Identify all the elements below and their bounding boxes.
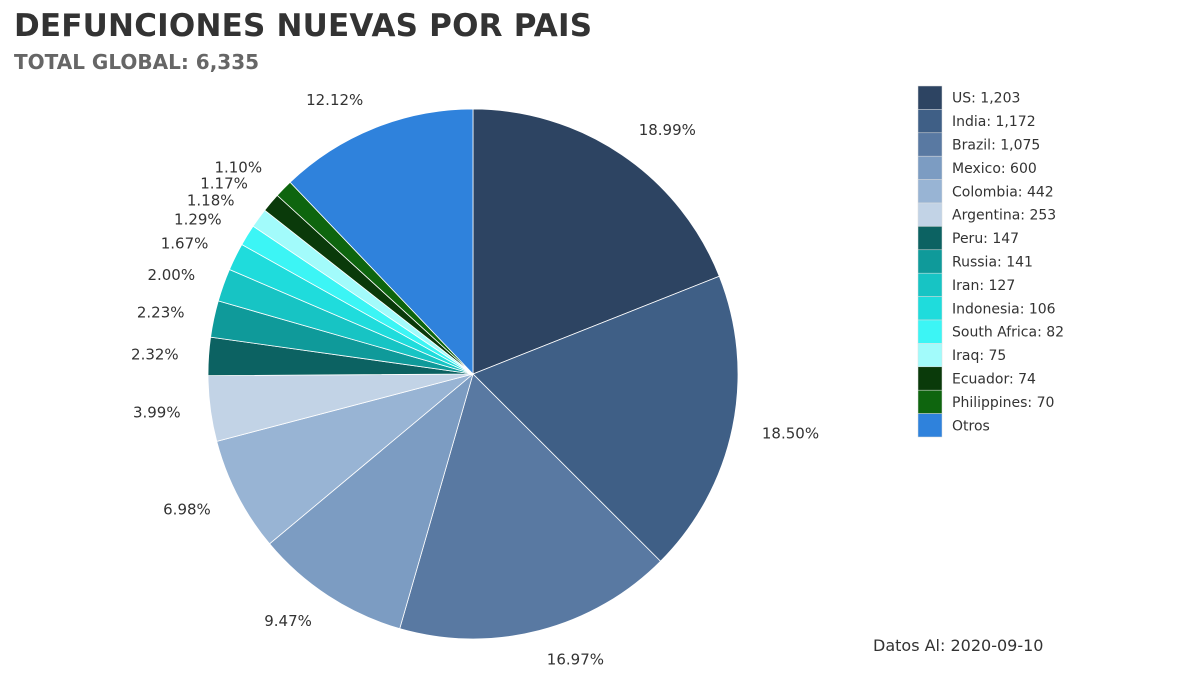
legend-item-india: India: 1,172 [952, 114, 1036, 130]
legend-item-peru: Peru: 147 [952, 231, 1019, 247]
pie-label-south-africa: 1.29% [174, 211, 222, 229]
legend-swatch-argentina [917, 202, 943, 227]
legend-item-south-africa: South Africa: 82 [952, 325, 1064, 341]
pie-slice-otros [289, 108, 474, 375]
pie-label-argentina: 3.99% [133, 404, 181, 422]
chart-subtitle: TOTAL GLOBAL: 6,335 [14, 50, 260, 74]
pie-label-otros: 12.12% [306, 91, 363, 109]
pie-label-brazil: 16.97% [547, 651, 604, 669]
legend-item-philippines: Philippines: 70 [952, 395, 1054, 411]
pie-label-mexico: 9.47% [264, 612, 312, 630]
legend-item-ecuador: Ecuador: 74 [952, 372, 1036, 388]
legend-swatch-iraq [917, 343, 943, 368]
legend-item-otros: Otros [952, 418, 990, 434]
pie-label-iran: 2.00% [147, 266, 195, 284]
legend-swatch-india [917, 109, 943, 134]
legend-item-colombia: Colombia: 442 [952, 184, 1054, 200]
legend-item-iraq: Iraq: 75 [952, 348, 1006, 364]
pie-label-colombia: 6.98% [163, 500, 211, 518]
pie-label-indonesia: 1.67% [161, 235, 209, 253]
pie-label-us: 18.99% [639, 121, 696, 139]
chart-title: DEFUNCIONES NUEVAS POR PAIS [14, 8, 593, 44]
legend-item-mexico: Mexico: 600 [952, 161, 1037, 177]
pie-slice-mexico [268, 372, 474, 630]
pie-percent-labels: 18.99% 18.50% 16.97% 9.47% 6.98% 3.99% 2.32% 2.… [131, 91, 819, 669]
chart-legend: US: 1,203 India: 1,172 Brazil: 1,075 Mexico… [917, 85, 1064, 438]
legend-item-indonesia: Indonesia: 106 [952, 301, 1056, 317]
legend-swatch-philippines [917, 389, 943, 414]
pie-label-peru: 2.32% [131, 345, 179, 363]
legend-item-argentina: Argentina: 253 [952, 208, 1056, 224]
pie-slices [207, 108, 739, 640]
pie-slice-brazil [399, 373, 662, 640]
legend-swatch-otros [917, 413, 943, 438]
legend-item-russia: Russia: 141 [952, 255, 1033, 271]
data-date-note: Datos Al: 2020-09-10 [873, 636, 1044, 655]
legend-swatch-south-africa [917, 319, 943, 344]
pie-label-iraq: 1.18% [187, 191, 235, 209]
pie-label-ecuador: 1.17% [200, 174, 248, 192]
legend-item-us: US: 1,203 [952, 91, 1020, 107]
pie-label-philippines: 1.10% [214, 159, 262, 177]
pie-label-russia: 2.23% [137, 304, 185, 322]
legend-swatch-russia [917, 249, 943, 274]
legend-swatch-us [917, 85, 943, 110]
legend-swatch-mexico [917, 155, 943, 180]
legend-swatch-brazil [917, 132, 943, 157]
legend-swatch-indonesia [917, 296, 943, 321]
pie-label-india: 18.50% [762, 425, 819, 443]
pie-slice-india [472, 275, 739, 562]
pie-slice-us [472, 108, 720, 375]
legend-item-iran: Iran: 127 [952, 278, 1015, 294]
legend-swatch-ecuador [917, 366, 943, 391]
legend-swatch-iran [917, 272, 943, 297]
legend-swatch-peru [917, 226, 943, 251]
legend-swatch-colombia [917, 179, 943, 204]
pie-slice-colombia [216, 373, 474, 545]
legend-item-brazil: Brazil: 1,075 [952, 138, 1040, 154]
